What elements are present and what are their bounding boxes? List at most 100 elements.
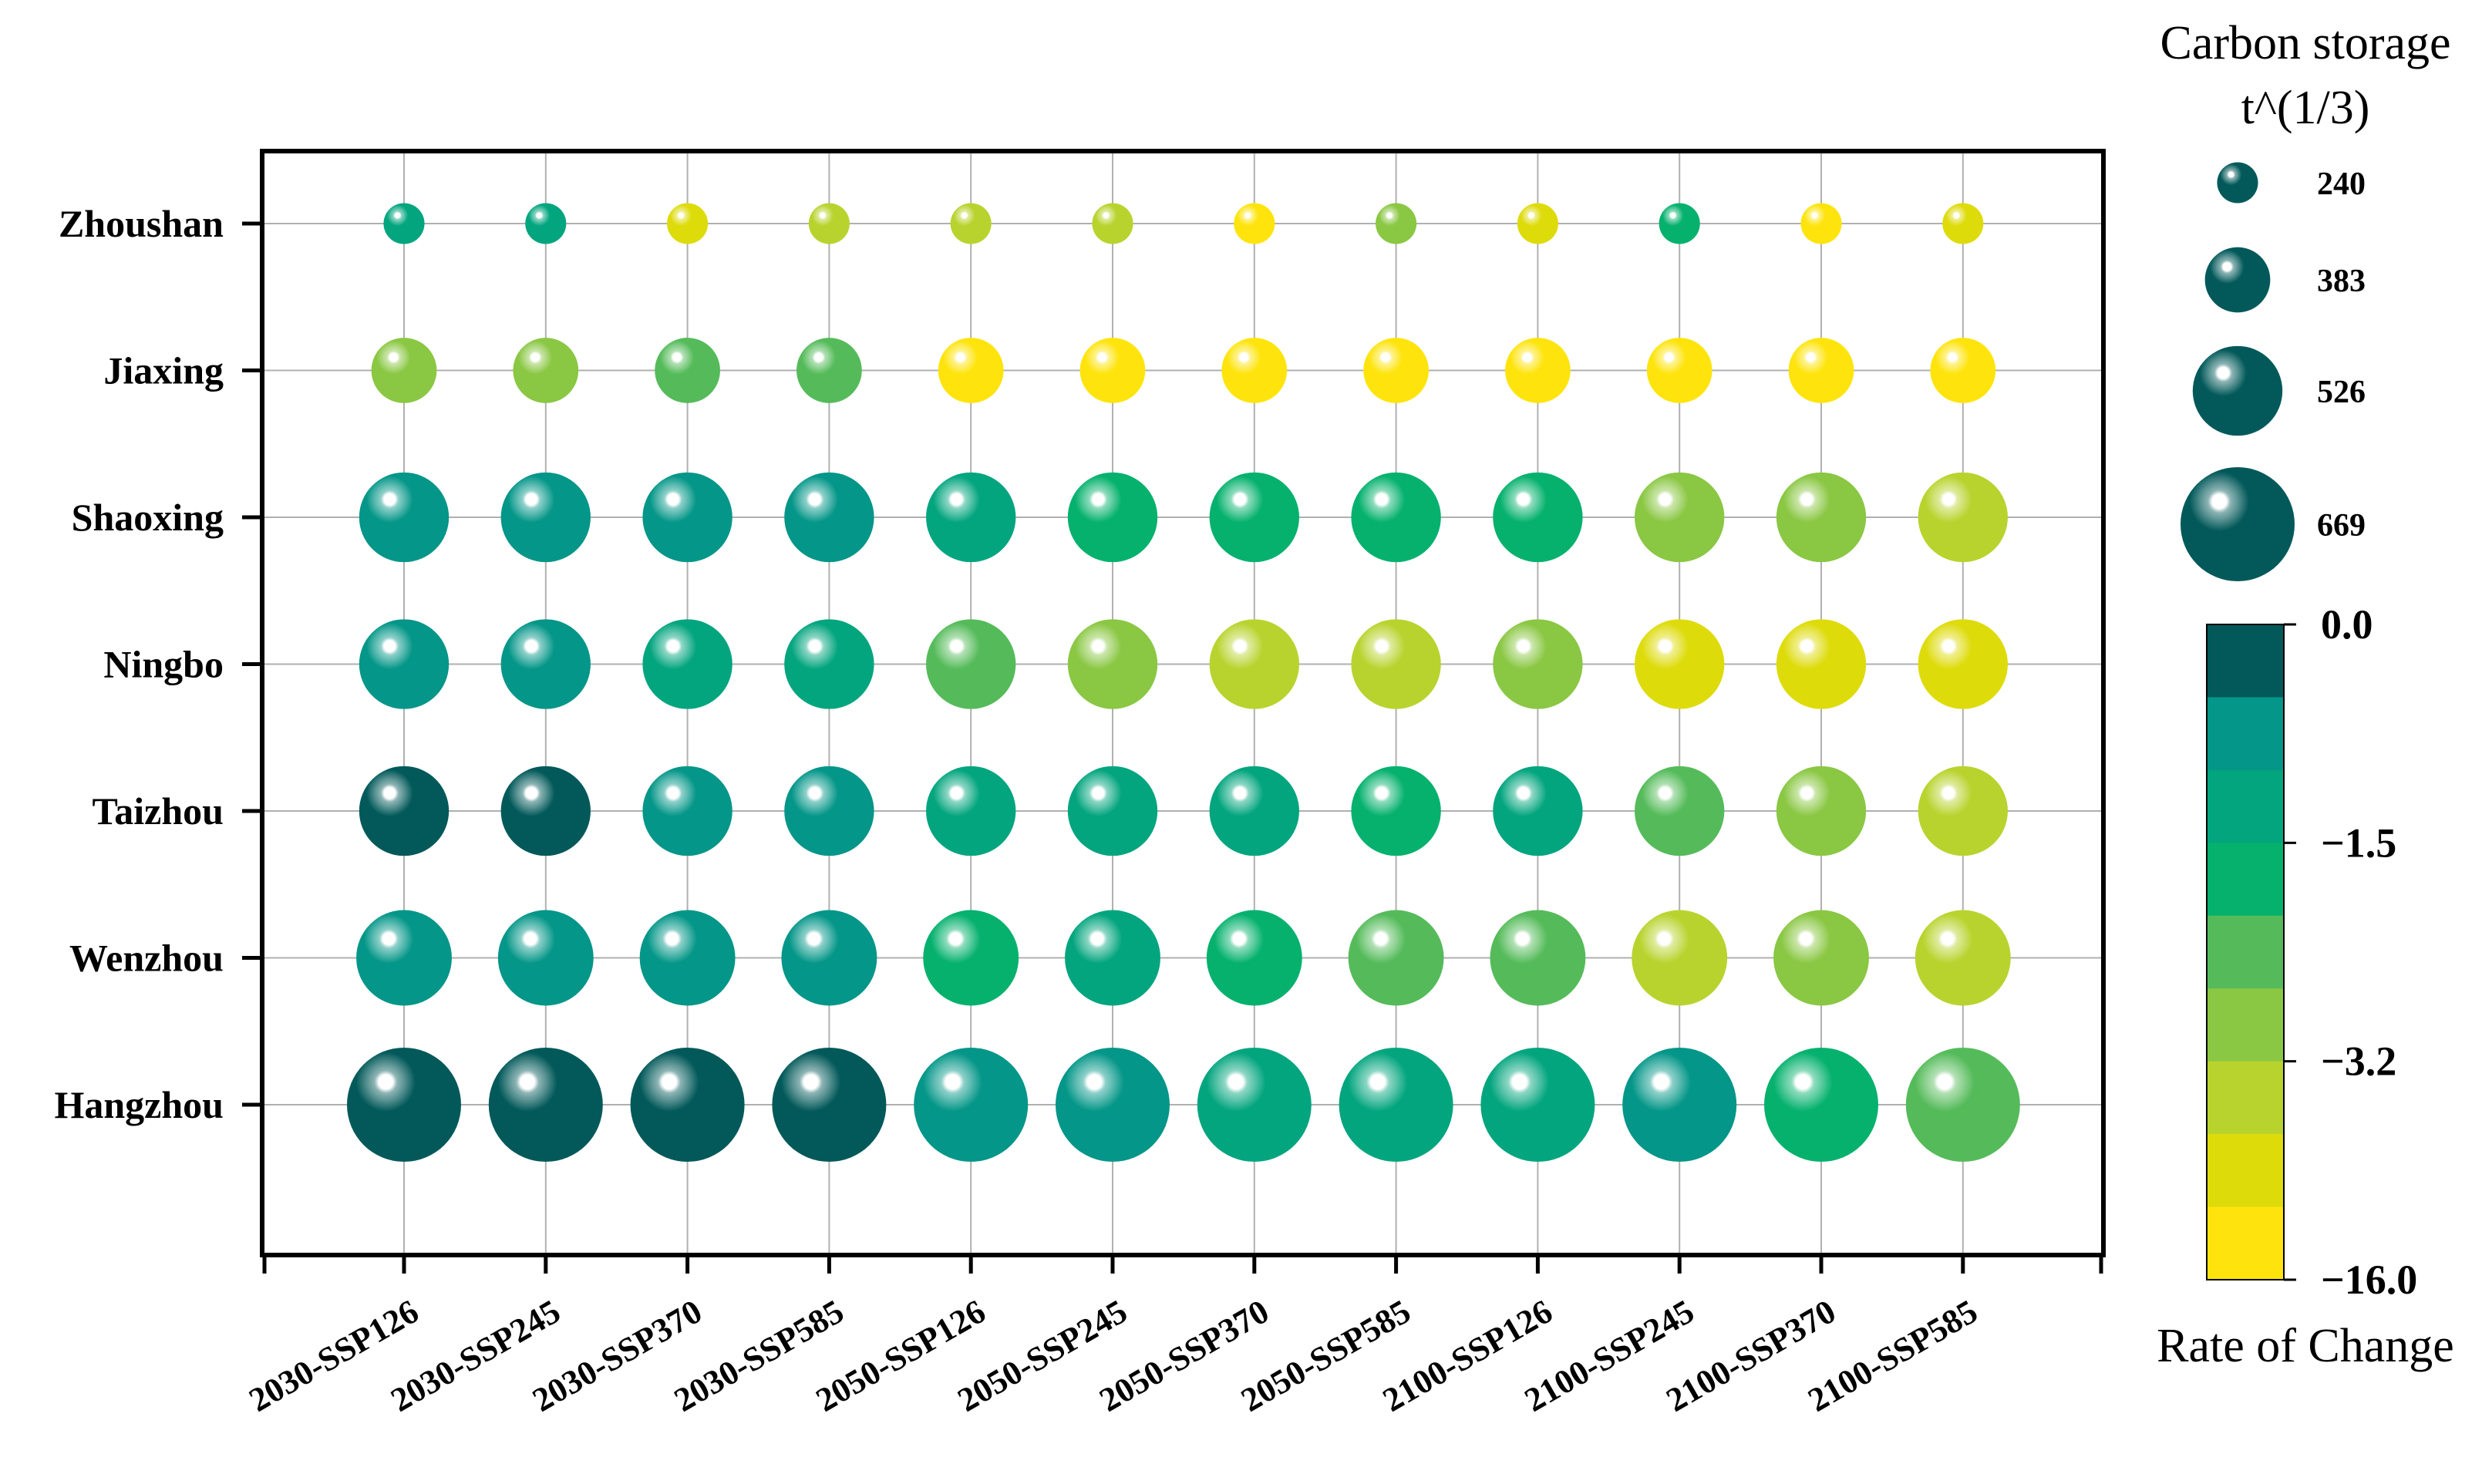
bubble-point: [371, 338, 437, 403]
y-tick-label: Shaoxing: [72, 496, 224, 539]
colorbar-bin: [2207, 843, 2284, 917]
bubble-point: [1067, 619, 1158, 709]
size-legend-label: 526: [2317, 375, 2366, 410]
colorbar-tick-label: −16.0: [2321, 1257, 2417, 1303]
bubble-point: [1918, 472, 2008, 563]
bubble-point: [1092, 203, 1133, 244]
bubble-point: [796, 338, 862, 403]
bubble-point: [500, 619, 591, 709]
bubble-point: [926, 472, 1016, 563]
colorbar-bin: [2207, 697, 2284, 771]
bubble-point: [772, 1048, 887, 1162]
bubble-point: [642, 766, 732, 856]
colorbar-bin: [2207, 915, 2284, 989]
bubble-point: [808, 203, 850, 244]
size-legend-title-line2: t^(1/3): [2241, 82, 2370, 134]
bubble-point: [1764, 1048, 1878, 1162]
y-tick-label: Zhoushan: [59, 202, 224, 245]
bubble-point: [359, 766, 450, 856]
colorbar-frame: [2206, 624, 2285, 1280]
x-axis-labels: 2030-SSP1262030-SSP2452030-SSP3702030-SS…: [243, 1292, 1984, 1419]
y-tick-label: Jiaxing: [103, 349, 224, 392]
bubble-point: [1635, 472, 1725, 563]
color-legend: 0.0 −1.5 −3.2 −16.0 Rate of Change: [2157, 601, 2454, 1372]
y-tick-label: Wenzhou: [69, 937, 224, 980]
size-legend-title-line1: Carbon storage: [2160, 17, 2450, 69]
bubble-point: [1773, 910, 1869, 1006]
bubble-point: [1348, 910, 1444, 1006]
size-legend-bubble: [2192, 345, 2283, 436]
bubble-point: [926, 766, 1016, 856]
bubble-point: [923, 910, 1019, 1006]
bubble-point: [950, 203, 992, 244]
bubble-point: [784, 472, 874, 563]
bubble-point: [1079, 338, 1146, 403]
bubble-point: [1351, 472, 1441, 563]
bubble-point: [356, 910, 452, 1006]
plot-frame: [260, 149, 2106, 1257]
bubble-point: [1209, 766, 1299, 856]
bubble-point: [1776, 472, 1867, 563]
bubble-point: [1067, 472, 1158, 563]
bubble-point: [1635, 619, 1725, 709]
bubble-layer: [347, 203, 2020, 1162]
size-legend: Carbon storage t^(1/3) 240 383 526 669: [2160, 17, 2451, 581]
bubble-point: [488, 1048, 603, 1162]
size-legend-bubble: [2181, 467, 2295, 581]
bubble-point: [1915, 910, 2011, 1006]
bubble-point: [1905, 1048, 2020, 1162]
bubble-point: [1493, 619, 1583, 709]
size-legend-label: 383: [2317, 264, 2366, 299]
colorbar-bin: [2207, 1061, 2284, 1135]
y-tick-label: Hangzhou: [54, 1083, 224, 1126]
bubble-point: [1339, 1048, 1453, 1162]
bubble-point: [1067, 766, 1158, 856]
bubble-point: [1209, 472, 1299, 563]
colorbar-bin: [2207, 769, 2284, 843]
bubble-point: [1480, 1048, 1595, 1162]
bubble-point: [1056, 1048, 1170, 1162]
bubble-point: [1632, 910, 1728, 1006]
bubble-point: [1351, 619, 1441, 709]
bubble-point: [1635, 766, 1725, 856]
bubble-point: [781, 910, 877, 1006]
bubble-point: [1776, 766, 1867, 856]
y-tick-label: Taizhou: [93, 789, 224, 833]
bubble-point: [500, 766, 591, 856]
bubble-point: [383, 203, 425, 244]
bubble-point: [1493, 766, 1583, 856]
y-axis-labels: Zhoushan Jiaxing Shaoxing Ningbo Taizhou Wenz…: [54, 202, 224, 1126]
bubble-point: [1493, 472, 1583, 563]
size-legend-bubble: [2217, 162, 2258, 204]
bubble-point: [655, 338, 720, 403]
colorbar-bin: [2207, 1206, 2284, 1280]
size-legend-label: 240: [2317, 167, 2366, 202]
colorbar-title: Rate of Change: [2157, 1320, 2454, 1372]
bubble-point: [938, 338, 1004, 403]
bubble-point: [642, 619, 732, 709]
colorbar-tick-label: 0.0: [2321, 601, 2373, 648]
y-tick-label: Ningbo: [103, 643, 224, 686]
bubble-point: [1918, 619, 2008, 709]
bubble-point: [1800, 203, 1842, 244]
bubble-point: [1490, 910, 1586, 1006]
bubble-point: [639, 910, 736, 1006]
bubble-point: [1209, 619, 1299, 709]
axis-ticks: [242, 221, 2103, 1274]
bubble-point: [1942, 203, 1984, 244]
bubble-point: [1351, 766, 1441, 856]
bubble-point: [497, 910, 594, 1006]
size-legend-label: 669: [2317, 508, 2366, 543]
bubble-point: [347, 1048, 461, 1162]
bubble-point: [1376, 203, 1417, 244]
bubble-point: [359, 619, 450, 709]
bubble-point: [525, 203, 567, 244]
bubble-point: [784, 766, 874, 856]
bubble-point: [914, 1048, 1029, 1162]
bubble-point: [784, 619, 874, 709]
size-legend-bubble: [2204, 247, 2271, 313]
bubble-point: [1918, 766, 2008, 856]
bubble-point: [1517, 203, 1558, 244]
bubble-point: [642, 472, 732, 563]
